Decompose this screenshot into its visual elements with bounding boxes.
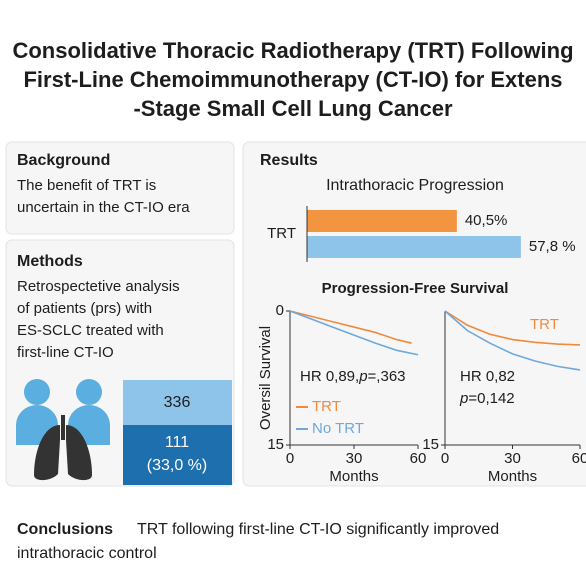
heading: Conclusions	[17, 521, 113, 538]
title: Consolidative Thoracic Radiotherapy (TRT…	[12, 38, 573, 63]
survival-curve	[444, 310, 581, 346]
x-tick-label: 30	[504, 450, 521, 467]
subgroup-pct: (33,0 %)	[147, 457, 207, 474]
curve-label: TRT	[530, 316, 559, 333]
text: TRT following first-line CT-IO significa…	[137, 521, 499, 538]
survival-curve	[289, 310, 419, 356]
value-label: 40,5%	[465, 212, 508, 229]
heading: Results	[260, 152, 318, 169]
bar	[307, 210, 457, 232]
annotation-part: HR 0,89,	[300, 368, 359, 385]
background-card	[5, 141, 235, 235]
subgroup: 111	[165, 434, 189, 451]
text: ES-SCLC treated with	[17, 322, 164, 339]
annotation-part: p	[459, 390, 468, 407]
category-label: TRT	[267, 225, 296, 242]
survival-curve	[289, 310, 412, 344]
text: intrathoracic control	[17, 545, 157, 562]
annotation-part: =0,142	[468, 390, 514, 407]
people-lungs-icon	[16, 379, 110, 481]
heading: Background	[17, 152, 110, 169]
annotation: HR 0,82	[460, 368, 515, 385]
value-label: 57,8 %	[529, 238, 576, 255]
text: The benefit of TRT is	[17, 177, 156, 194]
legend-label: No TRT	[312, 420, 364, 437]
km-title: Progression-Free Survival	[322, 280, 509, 297]
x-tick-label: 60	[410, 450, 427, 467]
annotation: p=0,142	[459, 390, 515, 407]
legend-label: TRT	[312, 398, 341, 415]
text: Retrospectetive analysis	[17, 278, 180, 295]
total-box	[123, 380, 232, 425]
title: First-Line Chemoimmunotherapy (CT-IO) fo…	[23, 67, 562, 92]
y-tick-label: 0	[276, 302, 284, 319]
y-tick-label: 15	[267, 436, 284, 453]
total: 336	[164, 394, 191, 411]
title: -Stage Small Cell Lung Cancer	[133, 96, 453, 121]
x-tick-label: 60	[572, 450, 586, 467]
x-axis-label: Months	[329, 468, 378, 485]
text: of patients (prs) with	[17, 300, 152, 317]
heading: Methods	[17, 253, 83, 270]
annotation-part: =,363	[368, 368, 406, 385]
annotation-part: p	[358, 368, 367, 385]
subgroup-box	[123, 425, 232, 485]
bar	[307, 236, 521, 258]
bar-title: Intrathoracic Progression	[326, 177, 504, 194]
text: uncertain in the CT-IO era	[17, 199, 190, 216]
x-tick-label: 0	[286, 450, 294, 467]
annotation-part: HR 0,82	[460, 368, 515, 385]
survival-curve	[444, 310, 581, 371]
annotation: HR 0,89,p=,363	[300, 368, 406, 385]
x-axis-label: Months	[488, 468, 537, 485]
x-tick-label: 30	[346, 450, 363, 467]
text: first-line CT-IO	[17, 344, 114, 361]
y-tick-label: 15	[422, 436, 439, 453]
y-axis-label: Oversil Survival	[257, 326, 274, 430]
x-tick-label: 0	[441, 450, 449, 467]
